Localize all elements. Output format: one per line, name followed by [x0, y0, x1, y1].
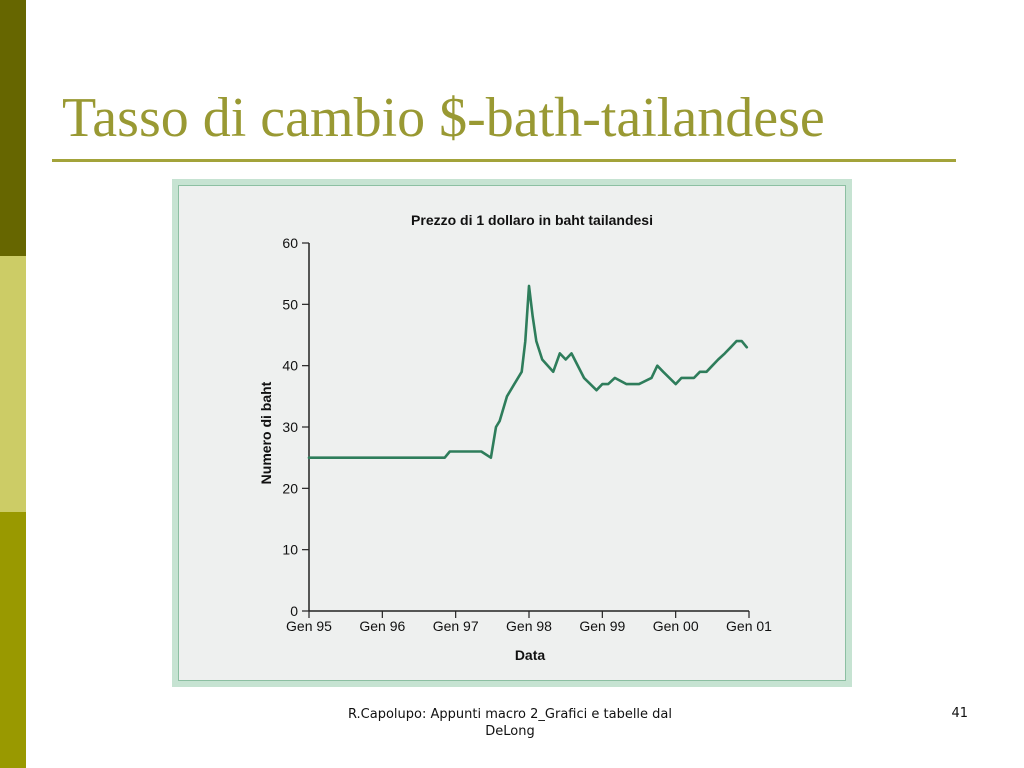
title-divider	[52, 159, 956, 162]
x-tick-label: Gen 95	[286, 618, 332, 634]
y-axis-label: Numero di baht	[258, 381, 274, 484]
x-tick-label: Gen 00	[653, 618, 699, 634]
chart-title: Prezzo di 1 dollaro in baht tailandesi	[411, 212, 653, 228]
x-tick-label: Gen 96	[359, 618, 405, 634]
chart-frame: Prezzo di 1 dollaro in baht tailandesi N…	[172, 179, 852, 687]
x-axis-label: Data	[515, 647, 546, 663]
y-tick-label: 20	[282, 480, 298, 496]
page-number: 41	[951, 706, 968, 721]
y-tick-label: 50	[282, 296, 298, 312]
slide-title: Tasso di cambio $-bath-tailandese	[62, 87, 825, 149]
series-line-0	[307, 284, 749, 460]
x-tick-label: Gen 01	[726, 618, 772, 634]
sidebar-stripe-olive	[0, 512, 26, 768]
sidebar-stripe-light	[0, 256, 26, 512]
y-tick-label: 0	[290, 603, 298, 619]
y-tick-label: 30	[282, 419, 298, 435]
x-tick-label: Gen 98	[506, 618, 552, 634]
slide-footer: R.Capolupo: Appunti macro 2_Grafici e ta…	[347, 707, 673, 739]
sidebar-stripe-dark	[0, 0, 26, 256]
exchange-rate-chart: Prezzo di 1 dollaro in baht tailandesi N…	[258, 212, 772, 663]
y-tick-label: 10	[282, 542, 298, 558]
x-tick-label: Gen 97	[433, 618, 479, 634]
x-tick-label: Gen 99	[579, 618, 625, 634]
y-tick-label: 60	[282, 235, 298, 251]
chart-panel: Prezzo di 1 dollaro in baht tailandesi N…	[178, 185, 846, 681]
y-tick-label: 40	[282, 358, 298, 374]
